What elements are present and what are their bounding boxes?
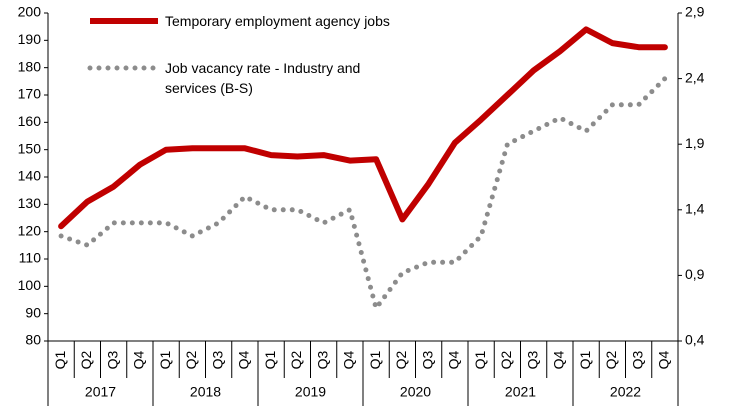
x-tick-label: Q4: [131, 350, 147, 369]
legend-label: Temporary employment agency jobs: [165, 13, 390, 29]
x-tick-label: Q4: [656, 350, 672, 369]
y-tick-label: 190: [18, 31, 42, 47]
y-tick-label: 200: [18, 4, 42, 20]
y-tick-label: 110: [19, 250, 42, 266]
y2-tick-label: 2,9: [685, 4, 705, 20]
x-tick-label: Q4: [236, 350, 252, 369]
year-label: 2021: [505, 384, 536, 400]
x-tick-label: Q2: [393, 350, 409, 369]
x-tick-label: Q2: [603, 350, 619, 369]
y2-tick-label: 1,4: [685, 201, 705, 217]
x-tick-label: Q2: [498, 350, 514, 369]
x-tick-label: Q3: [104, 350, 120, 369]
legend-label: Job vacancy rate - Industry and services…: [165, 60, 361, 96]
y-tick-label: 160: [18, 113, 42, 129]
x-tick-label: Q3: [419, 350, 435, 369]
x-tick-label: Q2: [183, 350, 199, 369]
year-label: 2018: [190, 384, 221, 400]
series-line: [58, 26, 668, 230]
y-tick-label: 120: [18, 222, 42, 238]
year-label: 2017: [85, 384, 116, 400]
y2-tick-label: 0,9: [685, 266, 705, 282]
year-label: 2019: [295, 384, 326, 400]
x-tick-label: Q2: [78, 350, 94, 369]
x-tick-label: Q1: [52, 350, 68, 369]
x-tick-label: Q1: [472, 350, 488, 369]
y2-tick-label: 0,4: [685, 332, 705, 348]
x-tick-label: Q4: [446, 350, 462, 369]
y-tick-label: 90: [25, 304, 41, 320]
x-tick-label: Q2: [288, 350, 304, 369]
x-tick-label: Q1: [577, 350, 593, 369]
x-tick-label: Q3: [629, 350, 645, 369]
y-tick-label: 130: [18, 195, 42, 211]
x-tick-label: Q1: [157, 350, 173, 369]
y2-tick-label: 2,4: [685, 69, 705, 85]
series-line: [58, 76, 668, 311]
y-tick-label: 170: [18, 86, 42, 102]
y-tick-label: 140: [18, 168, 42, 184]
x-tick-label: Q3: [524, 350, 540, 369]
x-tick-label: Q3: [314, 350, 330, 369]
y-tick-label: 100: [18, 277, 42, 293]
year-label: 2022: [610, 384, 641, 400]
x-tick-label: Q1: [262, 350, 278, 369]
x-tick-label: Q4: [551, 350, 567, 369]
y-tick-label: 80: [25, 332, 41, 348]
y-tick-label: 180: [18, 58, 42, 74]
y-tick-label: 150: [18, 140, 42, 156]
y2-tick-label: 1,9: [685, 135, 705, 151]
x-tick-label: Q1: [367, 350, 383, 369]
x-tick-label: Q4: [341, 350, 357, 369]
year-label: 2020: [400, 384, 431, 400]
x-tick-label: Q3: [209, 350, 225, 369]
